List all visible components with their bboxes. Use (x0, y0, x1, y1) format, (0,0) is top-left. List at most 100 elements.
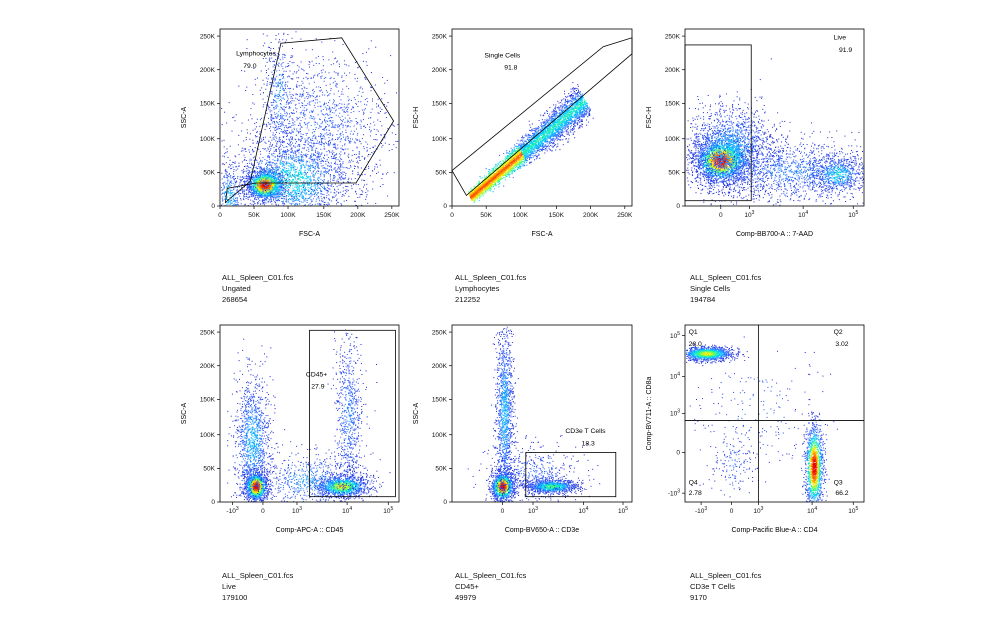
x-tick-label: 0 (261, 508, 265, 515)
dataset-file: ALL_Spleen_C01.fcs (455, 272, 526, 283)
y-axis-label: SSC-A (413, 402, 420, 424)
y-tick-label: 100K (665, 136, 681, 143)
x-tick-label: 0 (218, 212, 222, 219)
x-tick-label: 105 (383, 506, 393, 515)
x-tick-label: 250K (617, 212, 633, 219)
y-tick-label: 150K (200, 101, 216, 108)
y-tick-label: 150K (432, 397, 448, 404)
y-tick-label: 50K (668, 170, 680, 177)
gate-polygon[interactable] (224, 37, 395, 204)
x-tick-label: 104 (807, 506, 817, 515)
y-tick-label: 250K (200, 33, 216, 40)
dataset-file: ALL_Spleen_C01.fcs (222, 272, 293, 283)
x-tick-label: 150K (549, 212, 565, 219)
x-tick-label: -103 (226, 506, 238, 515)
y-tick-label: -103 (668, 488, 680, 497)
y-tick-label: 104 (670, 372, 680, 381)
y-tick-label: 250K (200, 329, 216, 336)
y-tick-label: 0 (443, 499, 447, 506)
x-axis-label: Comp-BV650-A :: CD3e (505, 527, 579, 534)
gate-value: 91.9 (839, 47, 852, 54)
y-tick-label: 150K (432, 101, 448, 108)
x-tick-label: 200K (350, 212, 366, 219)
y-tick-label: 100K (432, 432, 448, 439)
event-dots (467, 326, 601, 503)
y-tick-label: 200K (665, 67, 681, 74)
y-tick-label: 50K (203, 466, 215, 473)
y-tick-label: 250K (432, 33, 448, 40)
x-tick-label: 50K (480, 212, 492, 219)
y-axis-label: Comp-BV711-A :: CD8a (646, 377, 653, 451)
x-tick-label: 0 (719, 212, 723, 219)
dataset-info: ALL_Spleen_C01.fcs Live 179100 (222, 570, 293, 603)
dataset-info: ALL_Spleen_C01.fcs Lymphocytes 212252 (455, 272, 526, 305)
y-tick-label: 103 (670, 409, 680, 418)
y-axis-label: SSC-A (181, 106, 188, 128)
gate-name: Single Cells (484, 52, 520, 59)
x-tick-label: 103 (292, 506, 302, 515)
x-tick-label: 103 (744, 210, 754, 219)
y-tick-label: 200K (200, 67, 216, 74)
event-dots (221, 31, 399, 207)
x-tick-label: 0 (730, 508, 734, 515)
x-tick-label: 250K (384, 212, 400, 219)
plot-frame (451, 324, 633, 503)
y-tick-label: 0 (676, 450, 680, 457)
y-tick-label: 200K (432, 67, 448, 74)
dataset-file: ALL_Spleen_C01.fcs (690, 570, 761, 581)
dataset-count: 268654 (222, 294, 293, 305)
x-tick-label: 105 (618, 506, 628, 515)
y-tick-label: 150K (665, 101, 681, 108)
plot-frame (219, 28, 400, 207)
gate-name: Live (834, 35, 847, 42)
x-tick-label: 104 (578, 506, 588, 515)
gate-value: 18.3 (582, 440, 595, 447)
dataset-file: ALL_Spleen_C01.fcs (222, 570, 293, 581)
dataset-population: CD3e T Cells (690, 581, 761, 592)
event-dots (227, 329, 391, 503)
dataset-population: CD45+ (455, 581, 526, 592)
dataset-count: 194784 (690, 294, 761, 305)
dataset-file: ALL_Spleen_C01.fcs (455, 570, 526, 581)
y-tick-label: 200K (200, 363, 216, 370)
dataset-file: ALL_Spleen_C01.fcs (690, 272, 761, 283)
dataset-population: Single Cells (690, 283, 761, 294)
y-tick-label: 105 (670, 331, 680, 340)
y-tick-label: 150K (200, 397, 216, 404)
y-tick-label: 100K (432, 136, 448, 143)
gate-value: 27.9 (311, 384, 324, 391)
gate-rectangle[interactable] (684, 44, 752, 202)
y-tick-label: 250K (665, 33, 681, 40)
gate-polygon[interactable] (451, 37, 633, 197)
dataset-count: 179100 (222, 592, 293, 603)
gate-name: CD45+ (306, 371, 327, 378)
dataset-info: ALL_Spleen_C01.fcs Single Cells 194784 (690, 272, 761, 305)
x-tick-label: 103 (753, 506, 763, 515)
x-axis-label: Comp-Pacific Blue-A :: CD4 (732, 527, 818, 534)
x-tick-label: 200K (583, 212, 599, 219)
y-tick-label: 0 (211, 499, 215, 506)
event-dots (685, 336, 838, 503)
gate-rectangle[interactable] (525, 452, 617, 498)
x-axis-label: Comp-APC-A :: CD45 (276, 527, 344, 534)
dataset-count: 9170 (690, 592, 761, 603)
dataset-info: ALL_Spleen_C01.fcs CD3e T Cells 9170 (690, 570, 761, 603)
quadrant-name: Q4 (689, 479, 698, 486)
y-axis-label: FSC-H (646, 107, 653, 128)
gate-rectangle[interactable] (309, 329, 396, 498)
quadrant-value: 2.78 (689, 490, 702, 497)
plot-frame (219, 324, 400, 503)
x-tick-label: 104 (798, 210, 808, 219)
dataset-count: 49979 (455, 592, 526, 603)
x-tick-label: 50K (248, 212, 260, 219)
y-tick-label: 200K (432, 363, 448, 370)
x-tick-label: 105 (848, 506, 858, 515)
gate-name: Lymphocytes (236, 51, 276, 58)
x-tick-label: 104 (342, 506, 352, 515)
quadrant-name: Q3 (834, 479, 843, 486)
y-tick-label: 50K (203, 170, 215, 177)
